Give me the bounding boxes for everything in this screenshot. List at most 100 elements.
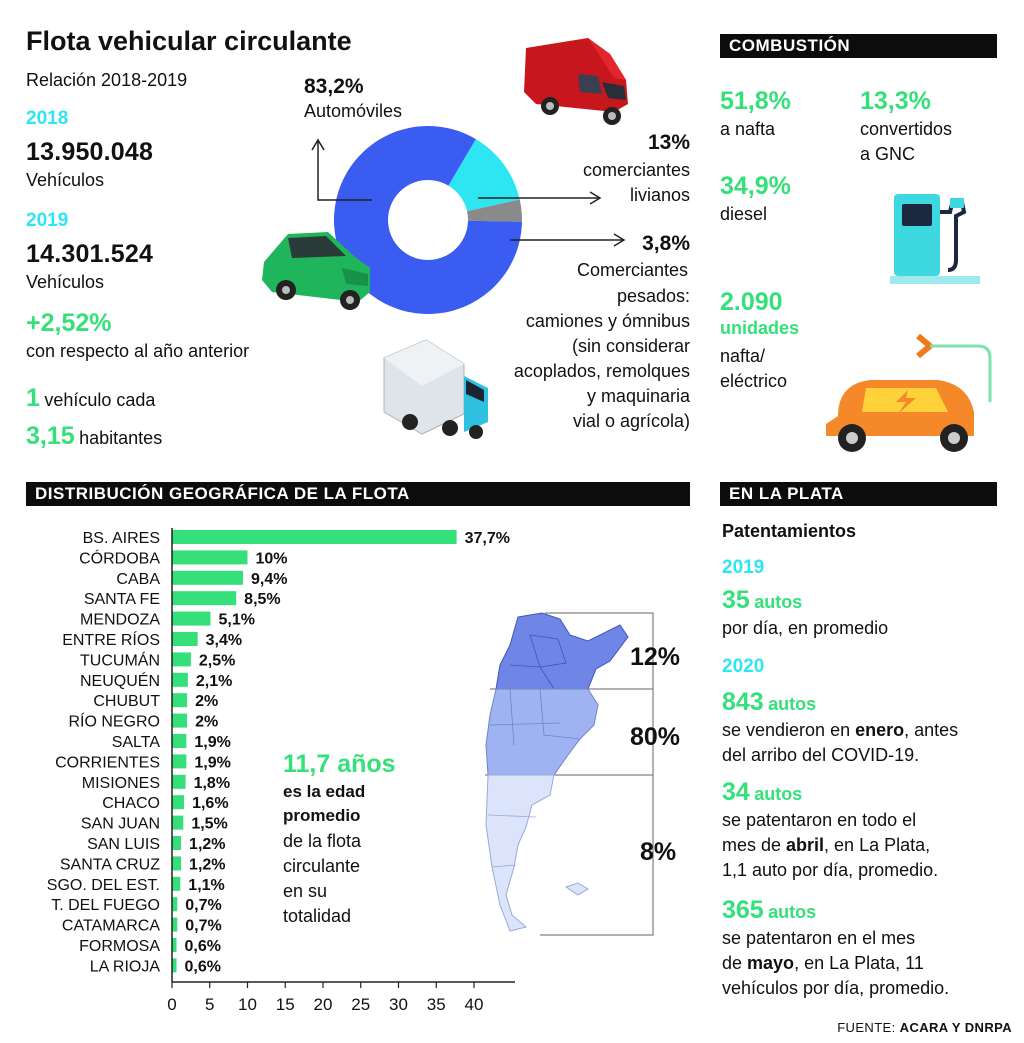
- donut-slice-livianos: [448, 139, 520, 212]
- fuel-pump-icon: [890, 194, 980, 284]
- age-b1: es la edad: [283, 782, 366, 801]
- age-l4: totalidad: [283, 906, 352, 926]
- bar-category-label: SALTA: [112, 734, 161, 751]
- liv-pct: 13%: [647, 131, 690, 154]
- gnc-pct: 13,3%: [860, 87, 931, 115]
- a-unit: autos: [754, 592, 803, 612]
- bar-value-label: 1,2%: [189, 836, 225, 853]
- laplata-c-line: 34 autos: [722, 778, 802, 807]
- bar: [172, 693, 188, 708]
- bar-value-label: 0,6%: [185, 958, 221, 975]
- nafta-label: a nafta: [720, 119, 776, 139]
- x-tick-label: 25: [351, 995, 370, 1014]
- hybrid-l2: eléctrico: [720, 371, 788, 391]
- d-l2b: mayo: [747, 953, 795, 973]
- auto-label: Automóviles: [304, 101, 403, 121]
- region-box-south: [540, 775, 654, 936]
- c-l2b: abril: [786, 835, 825, 855]
- c-l2c: , en La Plata,: [824, 835, 931, 855]
- d-l2a: de: [722, 953, 748, 973]
- x-tick-label: 10: [238, 995, 257, 1014]
- c-num: 34: [722, 778, 750, 806]
- bar-value-label: 1,2%: [189, 856, 225, 873]
- bar: [172, 530, 457, 544]
- donut-slice-pesados: [467, 199, 522, 222]
- laplata-b-line: 843 autos: [722, 688, 816, 717]
- bar: [172, 632, 198, 646]
- source: FUENTE: ACARA Y DNRPA: [837, 1020, 1012, 1035]
- bar: [172, 897, 178, 912]
- ratio-t1: vehículo cada: [44, 390, 156, 410]
- gnc-l1: convertidos: [860, 119, 953, 139]
- bar: [172, 938, 177, 952]
- bar-category-label: ENTRE RÍOS: [62, 630, 160, 649]
- bar: [172, 672, 188, 687]
- b-l1b: enero: [855, 720, 905, 740]
- page-title: Flota vehicular circulante: [26, 26, 352, 56]
- source-label: FUENTE:: [837, 1020, 900, 1035]
- c-l2: mes de abril, en La Plata,: [722, 833, 930, 858]
- bar-value-label: 10%: [256, 550, 288, 567]
- bar-category-label: SAN LUIS: [87, 836, 160, 853]
- bar-category-label: TUCUMÁN: [80, 650, 160, 669]
- d-l1: se patentaron en el mes: [722, 928, 916, 948]
- diesel-label: diesel: [720, 204, 768, 224]
- pes-l6: vial o agrícola): [572, 411, 690, 431]
- bar-value-label: 2%: [195, 714, 218, 731]
- leader-auto-arrow: [311, 138, 325, 151]
- d-l2: de mayo, en La Plata, 11: [722, 951, 924, 976]
- bar: [172, 917, 178, 932]
- ratio-line-1: 1 vehículo cada: [26, 384, 155, 413]
- truck-icon: [383, 339, 488, 439]
- bar: [172, 958, 177, 973]
- bar-category-label: CHACO: [102, 795, 160, 812]
- x-tick-label: 5: [205, 995, 214, 1014]
- hybrid-unit: unidades: [720, 318, 800, 338]
- distribution-bar-chart: BS. AIRES 37,7% CÓRDOBA 10% CABA 9,4% SANTA FE…: [47, 528, 515, 1014]
- bar-value-label: 8,5%: [244, 591, 280, 608]
- c-l2a: mes de: [722, 835, 787, 855]
- bar-category-label: SANTA FE: [84, 591, 160, 608]
- x-tick-label: 0: [167, 995, 176, 1014]
- age-b2: promedio: [283, 806, 361, 825]
- bar: [172, 652, 191, 667]
- year-2019: 2019: [26, 210, 69, 231]
- c-l1: se patentaron en todo el: [722, 810, 917, 830]
- d-l3: vehículos por día, promedio.: [722, 978, 950, 998]
- bar-value-label: 1,9%: [194, 734, 230, 751]
- bar-value-label: 5,1%: [219, 612, 255, 629]
- diesel-pct: 34,9%: [720, 172, 791, 200]
- bar-category-label: MENDOZA: [80, 612, 160, 629]
- x-tick-label: 40: [465, 995, 484, 1014]
- bar: [172, 876, 181, 891]
- a-text: por día, en promedio: [722, 618, 889, 638]
- bar-value-label: 0,6%: [185, 938, 221, 955]
- bar: [172, 856, 182, 871]
- pes-l0: Comerciantes: [576, 260, 688, 280]
- bar-value-label: 1,9%: [194, 754, 230, 771]
- bar-category-label: FORMOSA: [79, 938, 160, 955]
- bar: [172, 570, 243, 585]
- region-box-north: [545, 612, 654, 689]
- auto-pct: 83,2%: [304, 75, 364, 98]
- bar-category-label: SAN JUAN: [81, 816, 160, 833]
- combustion-header: COMBUSTIÓN: [720, 34, 997, 58]
- pes-l3: (sin considerar: [571, 336, 690, 356]
- bar: [172, 774, 186, 789]
- map-center-pct: 80%: [630, 723, 681, 751]
- ratio-n2: 3,15: [26, 422, 75, 450]
- age-value: 11,7 años: [283, 750, 396, 778]
- bar-value-label: 1,8%: [194, 775, 230, 792]
- ratio-line-2: 3,15 habitantes: [26, 422, 162, 451]
- source-value: ACARA Y DNRPA: [899, 1020, 1012, 1035]
- unit-2019: Vehículos: [26, 272, 105, 292]
- bar: [172, 591, 237, 606]
- liv-l1: comerciantes: [582, 160, 690, 180]
- bar-category-label: RÍO NEGRO: [68, 712, 160, 731]
- laplata-year-2: 2020: [722, 656, 765, 677]
- b-l2: del arribo del COVID-19.: [722, 745, 920, 765]
- x-tick-label: 30: [389, 995, 408, 1014]
- count-2019: 14.301.524: [26, 240, 154, 268]
- bar-value-label: 2%: [195, 693, 218, 710]
- a-num: 35: [722, 586, 750, 614]
